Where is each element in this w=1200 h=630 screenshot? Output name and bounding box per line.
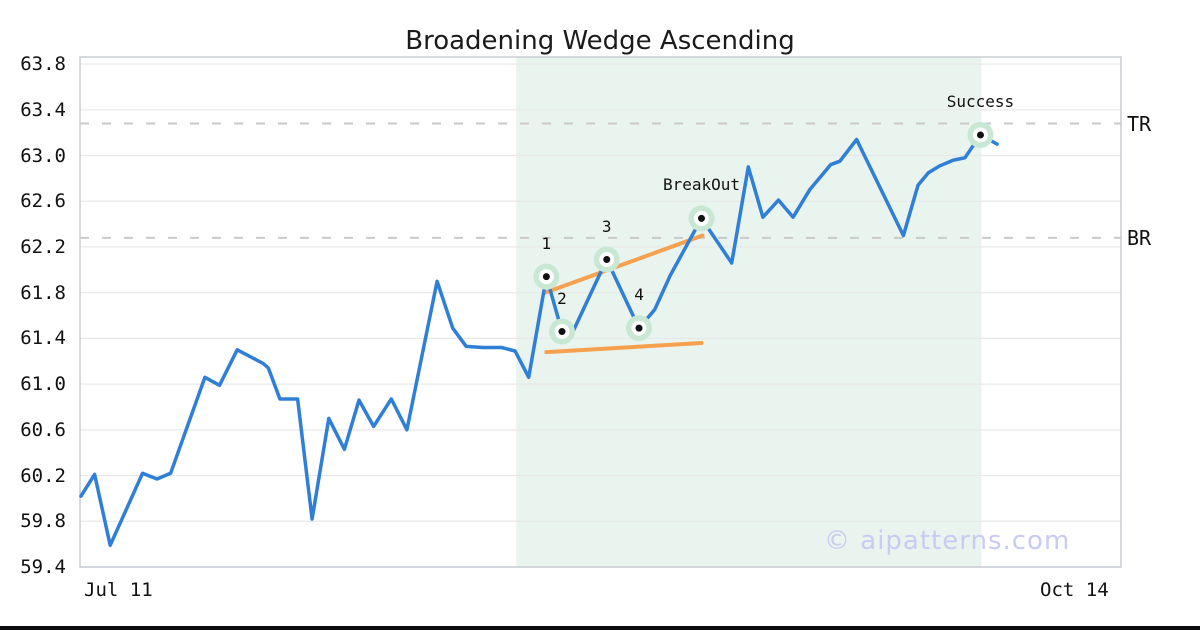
marker-dot bbox=[635, 324, 643, 332]
pattern-label-2: 2 bbox=[557, 288, 567, 308]
pattern-label-4: 4 bbox=[634, 285, 644, 305]
chart-title: Broadening Wedge Ascending bbox=[405, 26, 795, 56]
y-tick-label: 61.8 bbox=[20, 281, 66, 304]
marker-dot bbox=[976, 131, 984, 139]
y-tick-label: 63.8 bbox=[20, 53, 66, 76]
watermark: © aipatterns.com bbox=[824, 526, 1071, 556]
y-tick-label: 61.0 bbox=[20, 373, 66, 396]
pattern-zone bbox=[516, 57, 982, 567]
upper-trendline bbox=[543, 233, 705, 295]
plot-border bbox=[79, 56, 1122, 568]
y-tick-label: 62.6 bbox=[20, 190, 66, 213]
pattern-label-success: Success bbox=[946, 91, 1015, 111]
marker-dot bbox=[542, 273, 550, 281]
breakout-level-label: BR bbox=[1127, 225, 1152, 250]
lower-trendline bbox=[544, 340, 704, 355]
x-tick-label-end: Oct 14 bbox=[1040, 579, 1109, 601]
y-tick-label: 60.2 bbox=[20, 464, 66, 487]
y-tick-label: 63.0 bbox=[20, 144, 66, 167]
footer-bar bbox=[0, 626, 1200, 630]
pattern-label-3: 3 bbox=[601, 216, 612, 236]
y-tick-label: 62.2 bbox=[20, 235, 66, 258]
pattern-label-1: 1 bbox=[541, 233, 552, 253]
y-tick-label: 59.4 bbox=[20, 556, 66, 578]
marker-dot bbox=[697, 214, 705, 222]
x-tick-label-start: Jul 11 bbox=[84, 579, 153, 601]
pattern-label-breakout: BreakOut bbox=[662, 175, 740, 195]
marker-dot bbox=[558, 328, 566, 336]
price-line bbox=[79, 133, 999, 548]
y-tick-label: 63.4 bbox=[20, 98, 66, 121]
y-tick-label: 59.8 bbox=[20, 510, 66, 533]
y-tick-label: 61.4 bbox=[20, 327, 66, 350]
y-tick-label: 60.6 bbox=[20, 418, 66, 441]
marker-dot bbox=[603, 256, 611, 264]
target-level-label: TR bbox=[1127, 111, 1152, 136]
